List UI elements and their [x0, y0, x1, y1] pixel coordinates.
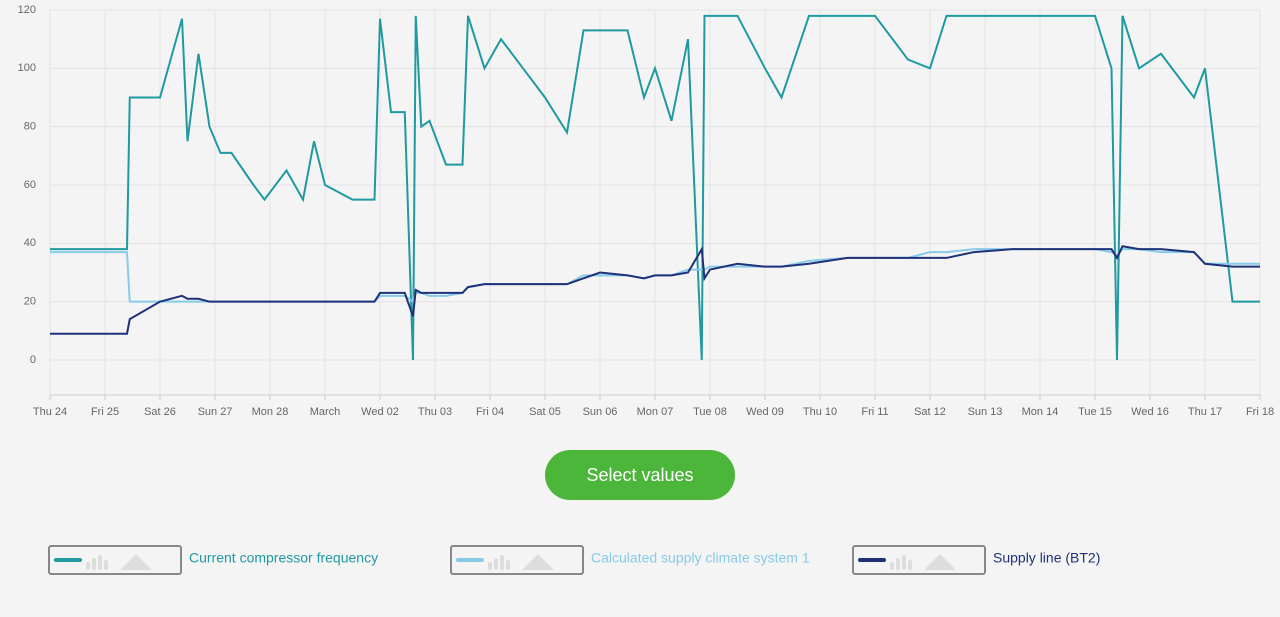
y-tick-label: 20	[24, 296, 36, 308]
legend: Current compressor frequency Calculated s…	[48, 545, 1100, 575]
y-tick-label: 60	[24, 179, 36, 191]
bar-icon	[98, 555, 102, 570]
x-tick-label: Sun 06	[583, 406, 618, 418]
y-tick-label: 40	[24, 237, 36, 249]
bar-icon	[896, 558, 900, 570]
series-line	[50, 245, 1260, 335]
legend-item[interactable]: Calculated supply climate system 1	[450, 545, 810, 575]
bar-icon	[92, 558, 96, 570]
y-tick-label: 80	[24, 121, 36, 133]
x-tick-label: Thu 10	[803, 406, 837, 418]
legend-label[interactable]: Current compressor frequency	[189, 550, 378, 566]
x-tick-label: Mon 07	[637, 406, 674, 418]
x-tick-label: Sat 12	[914, 406, 946, 418]
area-icon	[120, 554, 152, 570]
legend-label[interactable]: Calculated supply climate system 1	[591, 550, 810, 566]
x-tick-label: Wed 09	[746, 406, 784, 418]
series-line	[50, 14, 1260, 361]
x-tick-label: Wed 02	[361, 406, 399, 418]
x-tick-label: Sun 27	[198, 406, 233, 418]
select-values-button[interactable]: Select values	[545, 450, 735, 500]
x-tick-label: Sat 05	[529, 406, 561, 418]
bar-icon	[500, 555, 504, 570]
y-tick-label: 0	[30, 354, 36, 366]
bar-icon	[488, 562, 492, 570]
button-label[interactable]: Select values	[586, 465, 693, 485]
legend-item[interactable]: Current compressor frequency	[48, 545, 378, 575]
bar-icon	[890, 562, 894, 570]
x-tick-label: Sun 13	[968, 406, 1003, 418]
button-bg[interactable]	[545, 450, 735, 500]
x-tick-label: Wed 16	[1131, 406, 1169, 418]
x-tick-label: Fri 18	[1246, 406, 1274, 418]
bar-icon	[104, 560, 108, 570]
x-tick-label: Thu 17	[1188, 406, 1222, 418]
bar-icon	[86, 562, 90, 570]
x-tick-label: Fri 11	[861, 406, 888, 418]
x-tick-label: Thu 03	[418, 406, 452, 418]
x-tick-label: Tue 08	[693, 406, 727, 418]
bar-icon	[494, 558, 498, 570]
x-tick-label: Fri 04	[476, 406, 504, 418]
bar-icon	[902, 555, 906, 570]
y-tick-label: 120	[18, 4, 36, 16]
y-tick-label: 100	[18, 62, 36, 74]
x-tick-label: March	[310, 406, 341, 418]
plot	[50, 14, 1260, 361]
x-tick-label: Mon 14	[1022, 406, 1059, 418]
bar-icon	[506, 560, 510, 570]
x-tick-label: Fri 25	[91, 406, 119, 418]
legend-item[interactable]: Supply line (BT2)	[852, 545, 1100, 575]
x-tick-label: Tue 15	[1078, 406, 1112, 418]
x-tick-label: Sat 26	[144, 406, 176, 418]
area-icon	[522, 554, 554, 570]
legend-label[interactable]: Supply line (BT2)	[993, 550, 1100, 566]
x-tick-label: Thu 24	[33, 406, 67, 418]
area-icon	[924, 554, 956, 570]
bar-icon	[908, 560, 912, 570]
x-tick-label: Mon 28	[252, 406, 289, 418]
